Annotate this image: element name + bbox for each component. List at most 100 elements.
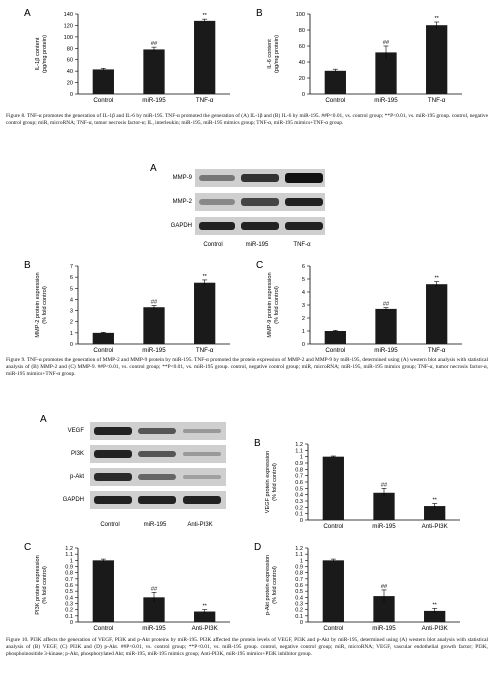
- blot-band: [285, 222, 323, 230]
- y-tick-label: 5: [70, 286, 73, 292]
- figure10-blot: A VEGF PI3K p-Akt GAPDH Control miR-195 …: [30, 414, 230, 539]
- significance-mark: **: [202, 604, 207, 610]
- significance-mark: **: [432, 498, 437, 504]
- blot-band: [183, 452, 221, 456]
- x-tick-label: Anti-PI3K: [422, 523, 449, 530]
- y-tick-label: 0: [300, 620, 303, 626]
- blot-band: [199, 222, 235, 230]
- bar: [194, 282, 216, 344]
- y-tick-label: 0.4: [295, 493, 303, 499]
- y-tick-label: 7: [70, 264, 73, 270]
- bar: [424, 506, 446, 520]
- blot-band: [138, 451, 176, 457]
- blot-lane-label: TNF-α: [293, 242, 311, 248]
- chart-f9c: C MMP-9 protein expression (% fold control…: [246, 258, 476, 360]
- y-tick-label: 0: [70, 342, 73, 348]
- bar: [373, 596, 395, 622]
- significance-mark: **: [434, 276, 439, 282]
- significance-mark: **: [432, 602, 437, 608]
- x-tick-label: TNF-α: [196, 347, 214, 354]
- y-axis-title-line: MMP-9 protein expression: [267, 272, 273, 337]
- y-axis-title: IL-1β content (pg/mg protein): [35, 35, 48, 73]
- blot-band: [241, 222, 279, 230]
- bar: [92, 560, 114, 622]
- blot-strip: [195, 169, 325, 187]
- blot-band: [138, 496, 176, 504]
- x-tick-label: miR-195: [374, 97, 398, 104]
- bar: [426, 284, 448, 344]
- blot-band: [183, 496, 221, 504]
- y-tick-label: 0.7: [295, 474, 303, 480]
- y-tick-label: 0.2: [65, 608, 73, 614]
- y-tick-label: 2: [302, 316, 305, 322]
- blot-strip: [90, 491, 226, 509]
- y-tick-label: 60: [67, 58, 73, 64]
- y-axis-title: MMP-9 protein expression (% fold control): [267, 272, 280, 337]
- blot-row-label: GAPDH: [62, 497, 84, 503]
- significance-mark: ##: [381, 482, 388, 488]
- y-tick-label: 0.2: [295, 608, 303, 614]
- x-tick-label: Control: [325, 97, 345, 104]
- panel-letter: C: [24, 542, 31, 553]
- y-tick-label: 0.1: [295, 614, 303, 620]
- significance-mark: **: [202, 274, 207, 280]
- chart-f10c: C PI3K protein expression (% fold control)…: [14, 540, 244, 638]
- bar: [194, 20, 216, 94]
- x-tick-label: TNF-α: [196, 97, 214, 104]
- y-tick-label: 0.7: [295, 577, 303, 583]
- y-tick-label: 0.3: [295, 602, 303, 608]
- y-tick-label: 0.6: [65, 583, 73, 589]
- significance-mark: ##: [383, 40, 390, 46]
- blot-strip: [90, 422, 226, 440]
- blot-band: [94, 496, 132, 504]
- blot-row-label: PI3K: [70, 451, 84, 457]
- significance-mark: ##: [151, 41, 158, 47]
- significance-mark: **: [434, 16, 439, 22]
- y-axis-title-line: PI3K protein expression: [35, 555, 41, 614]
- y-axis-title-line: (% fold control): [42, 286, 48, 324]
- y-tick-label: 0.9: [295, 565, 303, 571]
- y-axis-title-line: VEGF protein expression: [265, 451, 271, 514]
- chart-f9b: B MMP-2 protein expression (% fold control…: [14, 258, 244, 360]
- bar: [143, 597, 165, 622]
- bar: [322, 560, 344, 622]
- y-tick-label: 6: [70, 275, 73, 281]
- y-tick-label: 0.6: [295, 583, 303, 589]
- blot-band: [241, 198, 279, 206]
- y-axis-title: VEGF protein expression (% fold control): [265, 451, 278, 514]
- y-tick-label: 1: [300, 455, 303, 461]
- x-tick-label: Anti-PI3K: [192, 625, 219, 632]
- y-tick-label: 1.1: [295, 448, 303, 454]
- y-axis-title-line: (% fold control): [272, 463, 278, 501]
- y-tick-label: 1: [70, 331, 73, 337]
- y-tick-label: 60: [299, 44, 305, 50]
- y-tick-label: 3: [302, 303, 305, 309]
- y-tick-label: 2: [70, 320, 73, 326]
- x-tick-label: Control: [93, 347, 113, 354]
- y-tick-label: 4: [302, 290, 305, 296]
- y-tick-label: 0.5: [295, 589, 303, 595]
- x-tick-label: TNF-α: [428, 97, 446, 104]
- blot-lane-label: miR-195: [245, 242, 269, 248]
- panel-letter: A: [24, 8, 31, 19]
- bar: [324, 331, 346, 344]
- chart-f10b: B VEGF protein expression (% fold control)…: [244, 436, 474, 536]
- y-tick-label: 0.1: [295, 512, 303, 518]
- bar: [143, 307, 165, 344]
- y-tick-label: 1.1: [65, 552, 73, 558]
- blot-band: [199, 199, 235, 205]
- x-tick-label: miR-195: [142, 625, 166, 632]
- y-tick-label: 1.2: [65, 546, 73, 552]
- x-tick-label: Control: [93, 97, 113, 104]
- blot-strip: [90, 445, 226, 463]
- y-tick-label: 0.9: [295, 461, 303, 467]
- bar: [92, 332, 114, 344]
- x-tick-label: miR-195: [372, 625, 396, 632]
- x-tick-label: miR-195: [374, 347, 398, 354]
- y-tick-label: 0.9: [65, 565, 73, 571]
- y-tick-label: 0.8: [295, 571, 303, 577]
- y-axis-title: IL-6 content (pg/mg protein): [267, 35, 280, 73]
- x-tick-label: miR-195: [372, 523, 396, 530]
- y-tick-label: 1.2: [295, 442, 303, 448]
